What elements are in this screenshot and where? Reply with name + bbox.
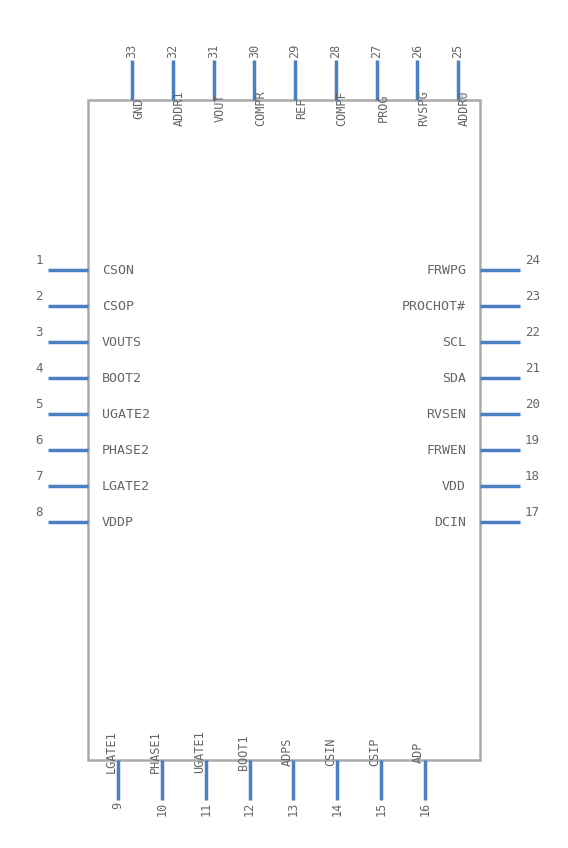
Text: 2: 2 [35,289,43,303]
Text: COMPF: COMPF [336,90,349,126]
Text: PROCHOT#: PROCHOT# [402,299,466,313]
Text: 24: 24 [525,254,540,266]
Text: FRWEN: FRWEN [426,444,466,456]
Text: 8: 8 [35,505,43,518]
Text: DCIN: DCIN [434,516,466,528]
Text: 26: 26 [411,44,424,58]
Text: 23: 23 [525,289,540,303]
Text: 11: 11 [199,802,212,817]
Text: FRWPG: FRWPG [426,264,466,276]
Text: LGATE2: LGATE2 [102,479,150,493]
Text: 20: 20 [525,398,540,410]
Text: 5: 5 [35,398,43,410]
Bar [88,100,480,760]
Text: VOUTS: VOUTS [102,336,142,349]
Text: 9: 9 [111,802,124,809]
Text: SCL: SCL [442,336,466,349]
Text: VOUT: VOUT [214,94,227,122]
Text: GND: GND [132,98,145,119]
Text: UGATE1: UGATE1 [193,731,206,773]
Text: 28: 28 [329,44,343,58]
Text: PHASE1: PHASE1 [149,731,162,773]
Text: 27: 27 [370,44,383,58]
Text: 31: 31 [207,44,220,58]
Text: 22: 22 [525,326,540,338]
Text: ADP: ADP [412,741,425,762]
Text: 16: 16 [419,802,432,817]
Text: PHASE2: PHASE2 [102,444,150,456]
Text: VDD: VDD [442,479,466,493]
Text: 17: 17 [525,505,540,518]
Text: VDDP: VDDP [102,516,134,528]
Text: ADPS: ADPS [281,738,294,767]
Text: 21: 21 [525,361,540,375]
Text: COMPR: COMPR [254,90,268,126]
Text: 32: 32 [166,44,179,58]
Text: 10: 10 [156,802,168,817]
Text: 12: 12 [243,802,256,817]
Text: UGATE2: UGATE2 [102,408,150,421]
Text: 4: 4 [35,361,43,375]
Text: 18: 18 [525,470,540,483]
Text: ADDR1: ADDR1 [173,90,186,126]
Text: 30: 30 [248,44,261,58]
Text: CSOP: CSOP [102,299,134,313]
Text: 13: 13 [287,802,300,817]
Text: 1: 1 [35,254,43,266]
Text: CSON: CSON [102,264,134,276]
Text: CSIP: CSIP [368,738,381,767]
Text: 29: 29 [289,44,302,58]
Text: 19: 19 [525,433,540,447]
Text: PROG: PROG [377,94,390,122]
Text: REF: REF [295,98,308,119]
Text: RVSPG: RVSPG [417,90,430,126]
Text: BOOT1: BOOT1 [236,734,249,770]
Text: 3: 3 [35,326,43,338]
Text: 33: 33 [126,44,139,58]
Text: 6: 6 [35,433,43,447]
Text: BOOT2: BOOT2 [102,371,142,384]
Text: SDA: SDA [442,371,466,384]
Text: CSIN: CSIN [324,738,337,767]
Text: 15: 15 [375,802,387,817]
Text: LGATE1: LGATE1 [105,731,118,773]
Text: 7: 7 [35,470,43,483]
Text: ADDR0: ADDR0 [458,90,471,126]
Text: 25: 25 [452,44,465,58]
Text: 14: 14 [331,802,344,817]
Text: RVSEN: RVSEN [426,408,466,421]
